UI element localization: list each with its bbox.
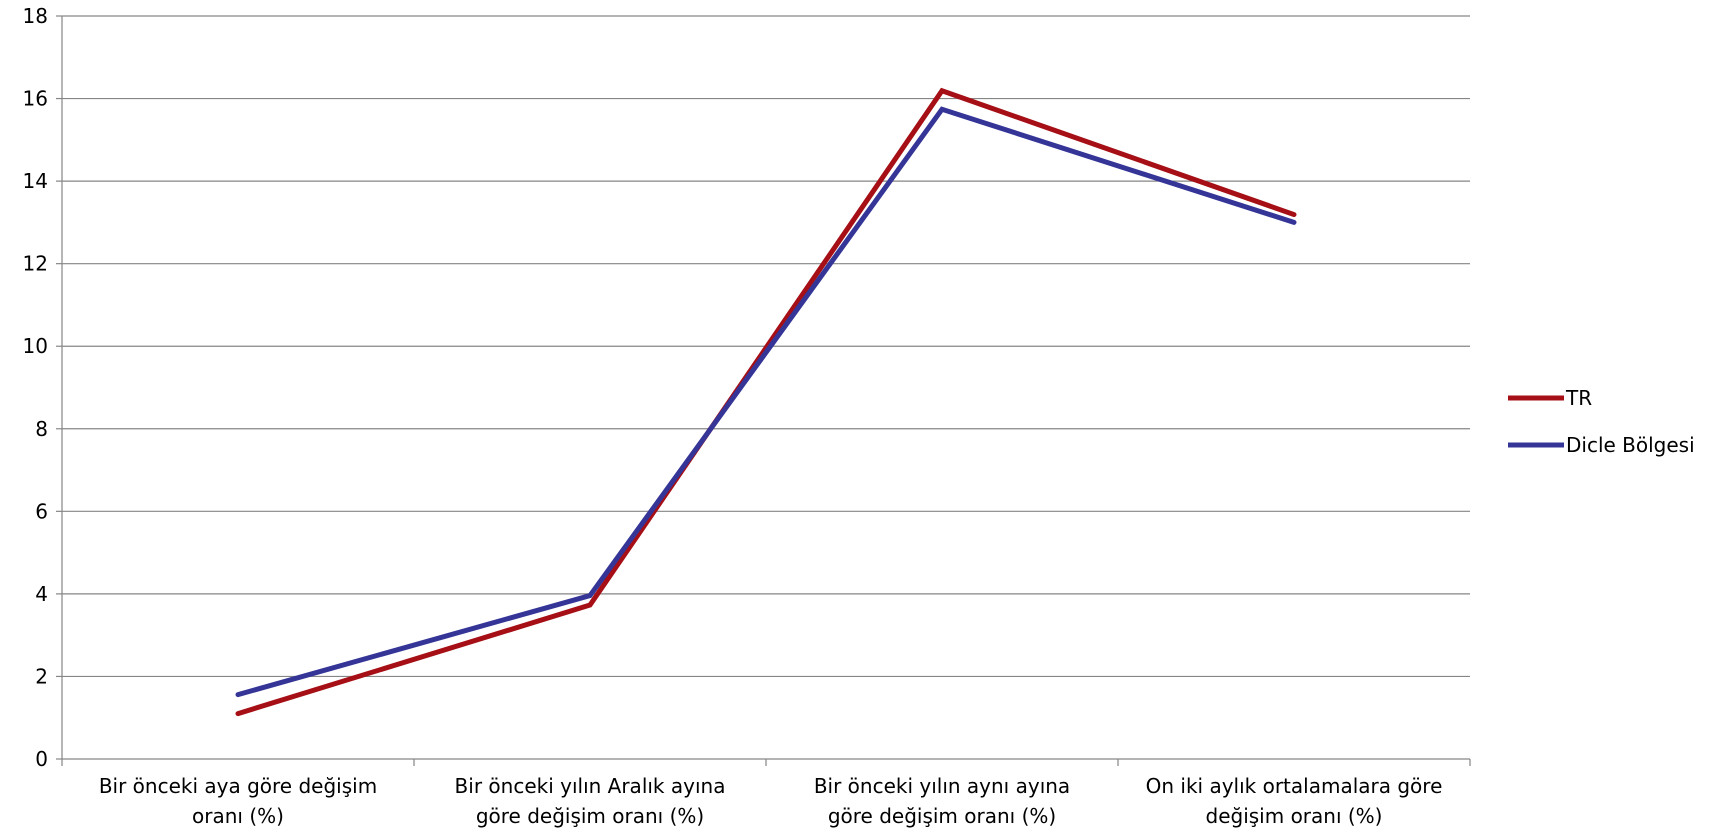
x-category-label-line: göre değişim oranı (%): [476, 804, 704, 828]
series-line-0: [235, 87, 1297, 717]
y-tick-label: 14: [23, 169, 48, 193]
x-category-label-line: Bir önceki yılın aynı ayına: [814, 774, 1070, 798]
x-category-label: Bir önceki aya göre değişim oranı (%): [99, 774, 377, 828]
x-category-label: On iki aylık ortalamalara göre değişim or…: [1146, 774, 1443, 828]
x-category-label-line: Bir önceki aya göre değişim: [99, 774, 377, 798]
y-tick-label: 2: [35, 664, 48, 688]
y-tick-label: 16: [23, 87, 48, 111]
axes: [56, 15, 1471, 766]
y-tick-label: 12: [23, 252, 48, 276]
legend: TR Dicle Bölgesi: [1508, 386, 1695, 457]
x-category-label-line: göre değişim oranı (%): [828, 804, 1056, 828]
series-lines: [235, 87, 1297, 717]
y-tick-label: 8: [35, 417, 48, 441]
y-tick-label: 6: [35, 499, 48, 523]
y-tick-label: 10: [23, 334, 48, 358]
x-category-label-line: On iki aylık ortalamalara göre: [1146, 774, 1443, 798]
x-category-label: Bir önceki yılın aynı ayına göre değişim …: [814, 774, 1070, 828]
y-tick-label: 18: [23, 4, 48, 28]
x-axis-labels: Bir önceki aya göre değişim oranı (%)Bir …: [99, 774, 1443, 828]
y-axis-ticks: 0 2 4 6 8 10 12 14 16 18: [23, 4, 48, 771]
legend-label: Dicle Bölgesi: [1566, 433, 1695, 457]
y-tick-label: 4: [35, 582, 48, 606]
x-category-label-line: Bir önceki yılın Aralık ayına: [455, 774, 726, 798]
series-line-1: [235, 106, 1297, 698]
y-tick-label: 0: [35, 747, 48, 771]
legend-label: TR: [1565, 386, 1592, 410]
x-category-label-line: oranı (%): [192, 804, 284, 828]
x-category-label-line: değişim oranı (%): [1206, 804, 1383, 828]
x-category-label: Bir önceki yılın Aralık ayına göre değişi…: [455, 774, 726, 828]
